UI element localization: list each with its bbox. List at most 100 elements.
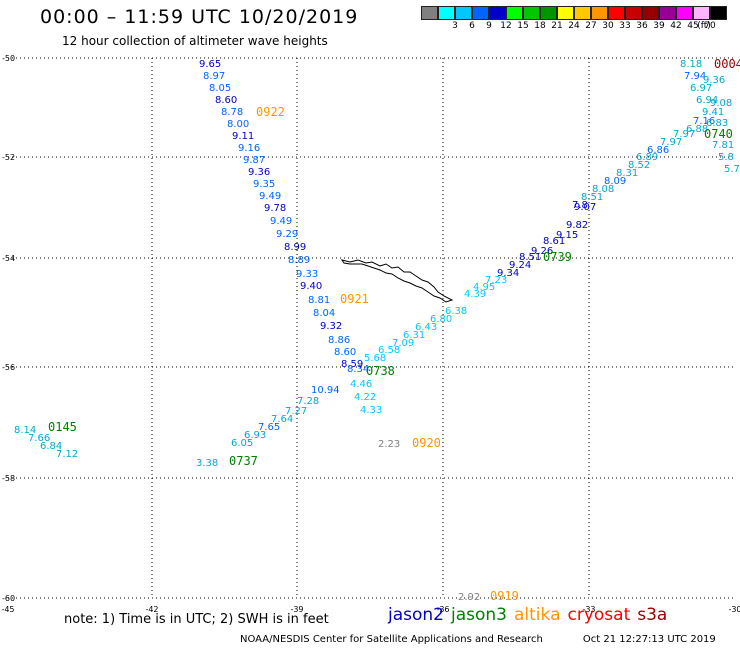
swh-value-jason2: 8.05	[209, 83, 231, 94]
latitude-tick-label: -54	[2, 254, 15, 263]
swh-value-ne-track: 9.07	[574, 202, 596, 213]
swh-value-ne-track: 6.43	[415, 322, 437, 333]
longitude-tick-label: -45	[1, 605, 14, 614]
swh-value-west-track: 8.14	[14, 425, 36, 436]
swh-value-ne-track: 7.09	[392, 338, 414, 349]
swh-value-ne-track: 7.65	[258, 422, 280, 433]
wave-height-tracks: 9.658.978.058.608.788.009.119.169.879.36…	[14, 59, 740, 603]
legend-tick-label: 21	[551, 21, 563, 31]
footer-note: note: 1) Time is in UTC; 2) SWH is in fe…	[64, 612, 329, 627]
swh-value-ne-track: 7.28	[297, 396, 319, 407]
swh-value-jason2: 8.34	[347, 364, 369, 375]
legend-swatch	[421, 6, 438, 20]
swh-value-ne-track: 5.68	[364, 353, 386, 364]
swh-value-ne-track: 6.94	[696, 95, 718, 106]
legend-unit-label: (ft)	[697, 21, 711, 31]
swh-value-ne-track: 8.52	[628, 160, 650, 171]
longitude-tick-label: -33	[582, 605, 595, 614]
swh-value-jason2: 9.65	[199, 59, 221, 70]
credit-line: NOAA/NESDIS Center for Satellite Applica…	[240, 634, 716, 645]
swh-value-ne-track: 6.88	[686, 124, 708, 135]
legend-tick-label: 24	[568, 21, 580, 31]
page-subtitle: 12 hour collection of altimeter wave hei…	[62, 34, 328, 48]
page-title: 00:00 – 11:59 UTC 10/20/2019	[40, 6, 359, 28]
satellite-legend: jason2 jason3 altika cryosat s3a	[388, 605, 674, 625]
pass-time-label: 0145	[48, 420, 77, 434]
swh-value-south-track: 2.23	[378, 439, 400, 450]
swh-value-ne-track: 4.39	[464, 289, 486, 300]
swh-value-ne-track: 7.27	[285, 406, 307, 417]
pass-time-label: 0737	[229, 454, 258, 468]
legend-labels: 3 6 9 12 15 18 21 24 27 30 33 36 39 42 45 70 (ft)	[421, 20, 727, 34]
pass-time-label: 0004	[714, 57, 740, 71]
legend-tick-label: 6	[469, 21, 475, 31]
swh-value-ne-track: 9.36	[703, 75, 725, 86]
legend-tick-label: 3	[452, 21, 458, 31]
satellite-altika-label: altika	[514, 605, 561, 625]
swh-value-west-track: 7.12	[56, 449, 78, 460]
legend-swatches	[421, 6, 727, 20]
south-georgia-coastline	[340, 259, 454, 303]
longitude-tick-label: -42	[145, 605, 158, 614]
swh-value-ne-track: 6.05	[231, 438, 253, 449]
swh-value-ne-track: 4.95	[473, 282, 495, 293]
swh-value-jason2: 9.16	[238, 143, 260, 154]
swh-value-ne-track: 6.58	[378, 345, 400, 356]
longitude-tick-label: -36	[436, 605, 449, 614]
pass-time-label: 0920	[412, 436, 441, 450]
swh-value-jason2: 9.33	[296, 269, 318, 280]
legend-tick-label: 9	[486, 21, 492, 31]
legend-swatch	[659, 6, 676, 20]
pass-time-label: 0740	[704, 127, 733, 141]
pass-time-label: 0921	[340, 292, 369, 306]
swh-value-jason2: 8.59	[341, 359, 363, 370]
legend-tick-label: 39	[653, 21, 665, 31]
credit-text: NOAA/NESDIS Center for Satellite Applica…	[240, 634, 543, 645]
swh-value-jason2: 8.04	[313, 308, 335, 319]
swh-value-ne-track: 9.82	[566, 220, 588, 231]
swh-value-jason2: 8.81	[308, 295, 330, 306]
swh-value-ne-track: 3.38	[196, 458, 218, 469]
legend-swatch	[455, 6, 472, 20]
legend-swatch	[574, 6, 591, 20]
legend-swatch	[506, 6, 523, 20]
swh-value-ne-track: 4.22	[354, 392, 376, 403]
swh-value-ne-track: 7.8	[572, 200, 588, 211]
swh-value-jason2: 9.11	[232, 131, 254, 142]
swh-value-ne-track: 6.80	[430, 314, 452, 325]
latitude-tick-label: -60	[2, 594, 15, 603]
swh-value-ne-track: 8.18	[680, 59, 702, 70]
satellite-cryosat-label: cryosat	[567, 605, 631, 625]
swh-value-ne-track: 6.86	[647, 145, 669, 156]
swh-value-ne-track: 7.16	[693, 116, 715, 127]
swh-value-ne-track: 8.51	[519, 252, 541, 263]
legend-tick-label: 30	[602, 21, 614, 31]
legend-swatch	[472, 6, 489, 20]
longitude-tick-label: -39	[290, 605, 303, 614]
swh-value-ne-track: 9.15	[556, 230, 578, 241]
swh-value-jason2: 9.87	[243, 155, 265, 166]
pass-time-label: 0922	[256, 105, 285, 119]
latitude-tick-label: -58	[2, 474, 15, 483]
swh-value-jason2: 8.89	[288, 255, 310, 266]
wave-height-legend: 3 6 9 12 15 18 21 24 27 30 33 36 39 42 45 70 (ft)	[421, 6, 727, 34]
legend-swatch	[557, 6, 574, 20]
generated-timestamp: Oct 21 12:27:13 UTC 2019	[582, 634, 716, 645]
legend-tick-label: 33	[619, 21, 631, 31]
latitude-tick-label: -56	[2, 363, 15, 372]
swh-value-ne-track: 8.31	[616, 168, 638, 179]
legend-tick-label: 15	[517, 21, 529, 31]
pass-time-label: 0738	[366, 364, 395, 378]
legend-tick-label: 18	[534, 21, 546, 31]
legend-swatch	[523, 6, 540, 20]
swh-value-jason2: 10.94	[311, 385, 340, 396]
swh-value-jason2: 8.97	[203, 71, 225, 82]
legend-tick-label: 42	[670, 21, 682, 31]
legend-swatch	[676, 6, 693, 20]
swh-value-ne-track: 8.61	[543, 236, 565, 247]
swh-value-ne-track: 9.26	[531, 246, 553, 257]
swh-value-west-track: 7.66	[28, 433, 50, 444]
swh-value-ne-track: 7.81	[712, 140, 734, 151]
legend-swatch	[625, 6, 642, 20]
